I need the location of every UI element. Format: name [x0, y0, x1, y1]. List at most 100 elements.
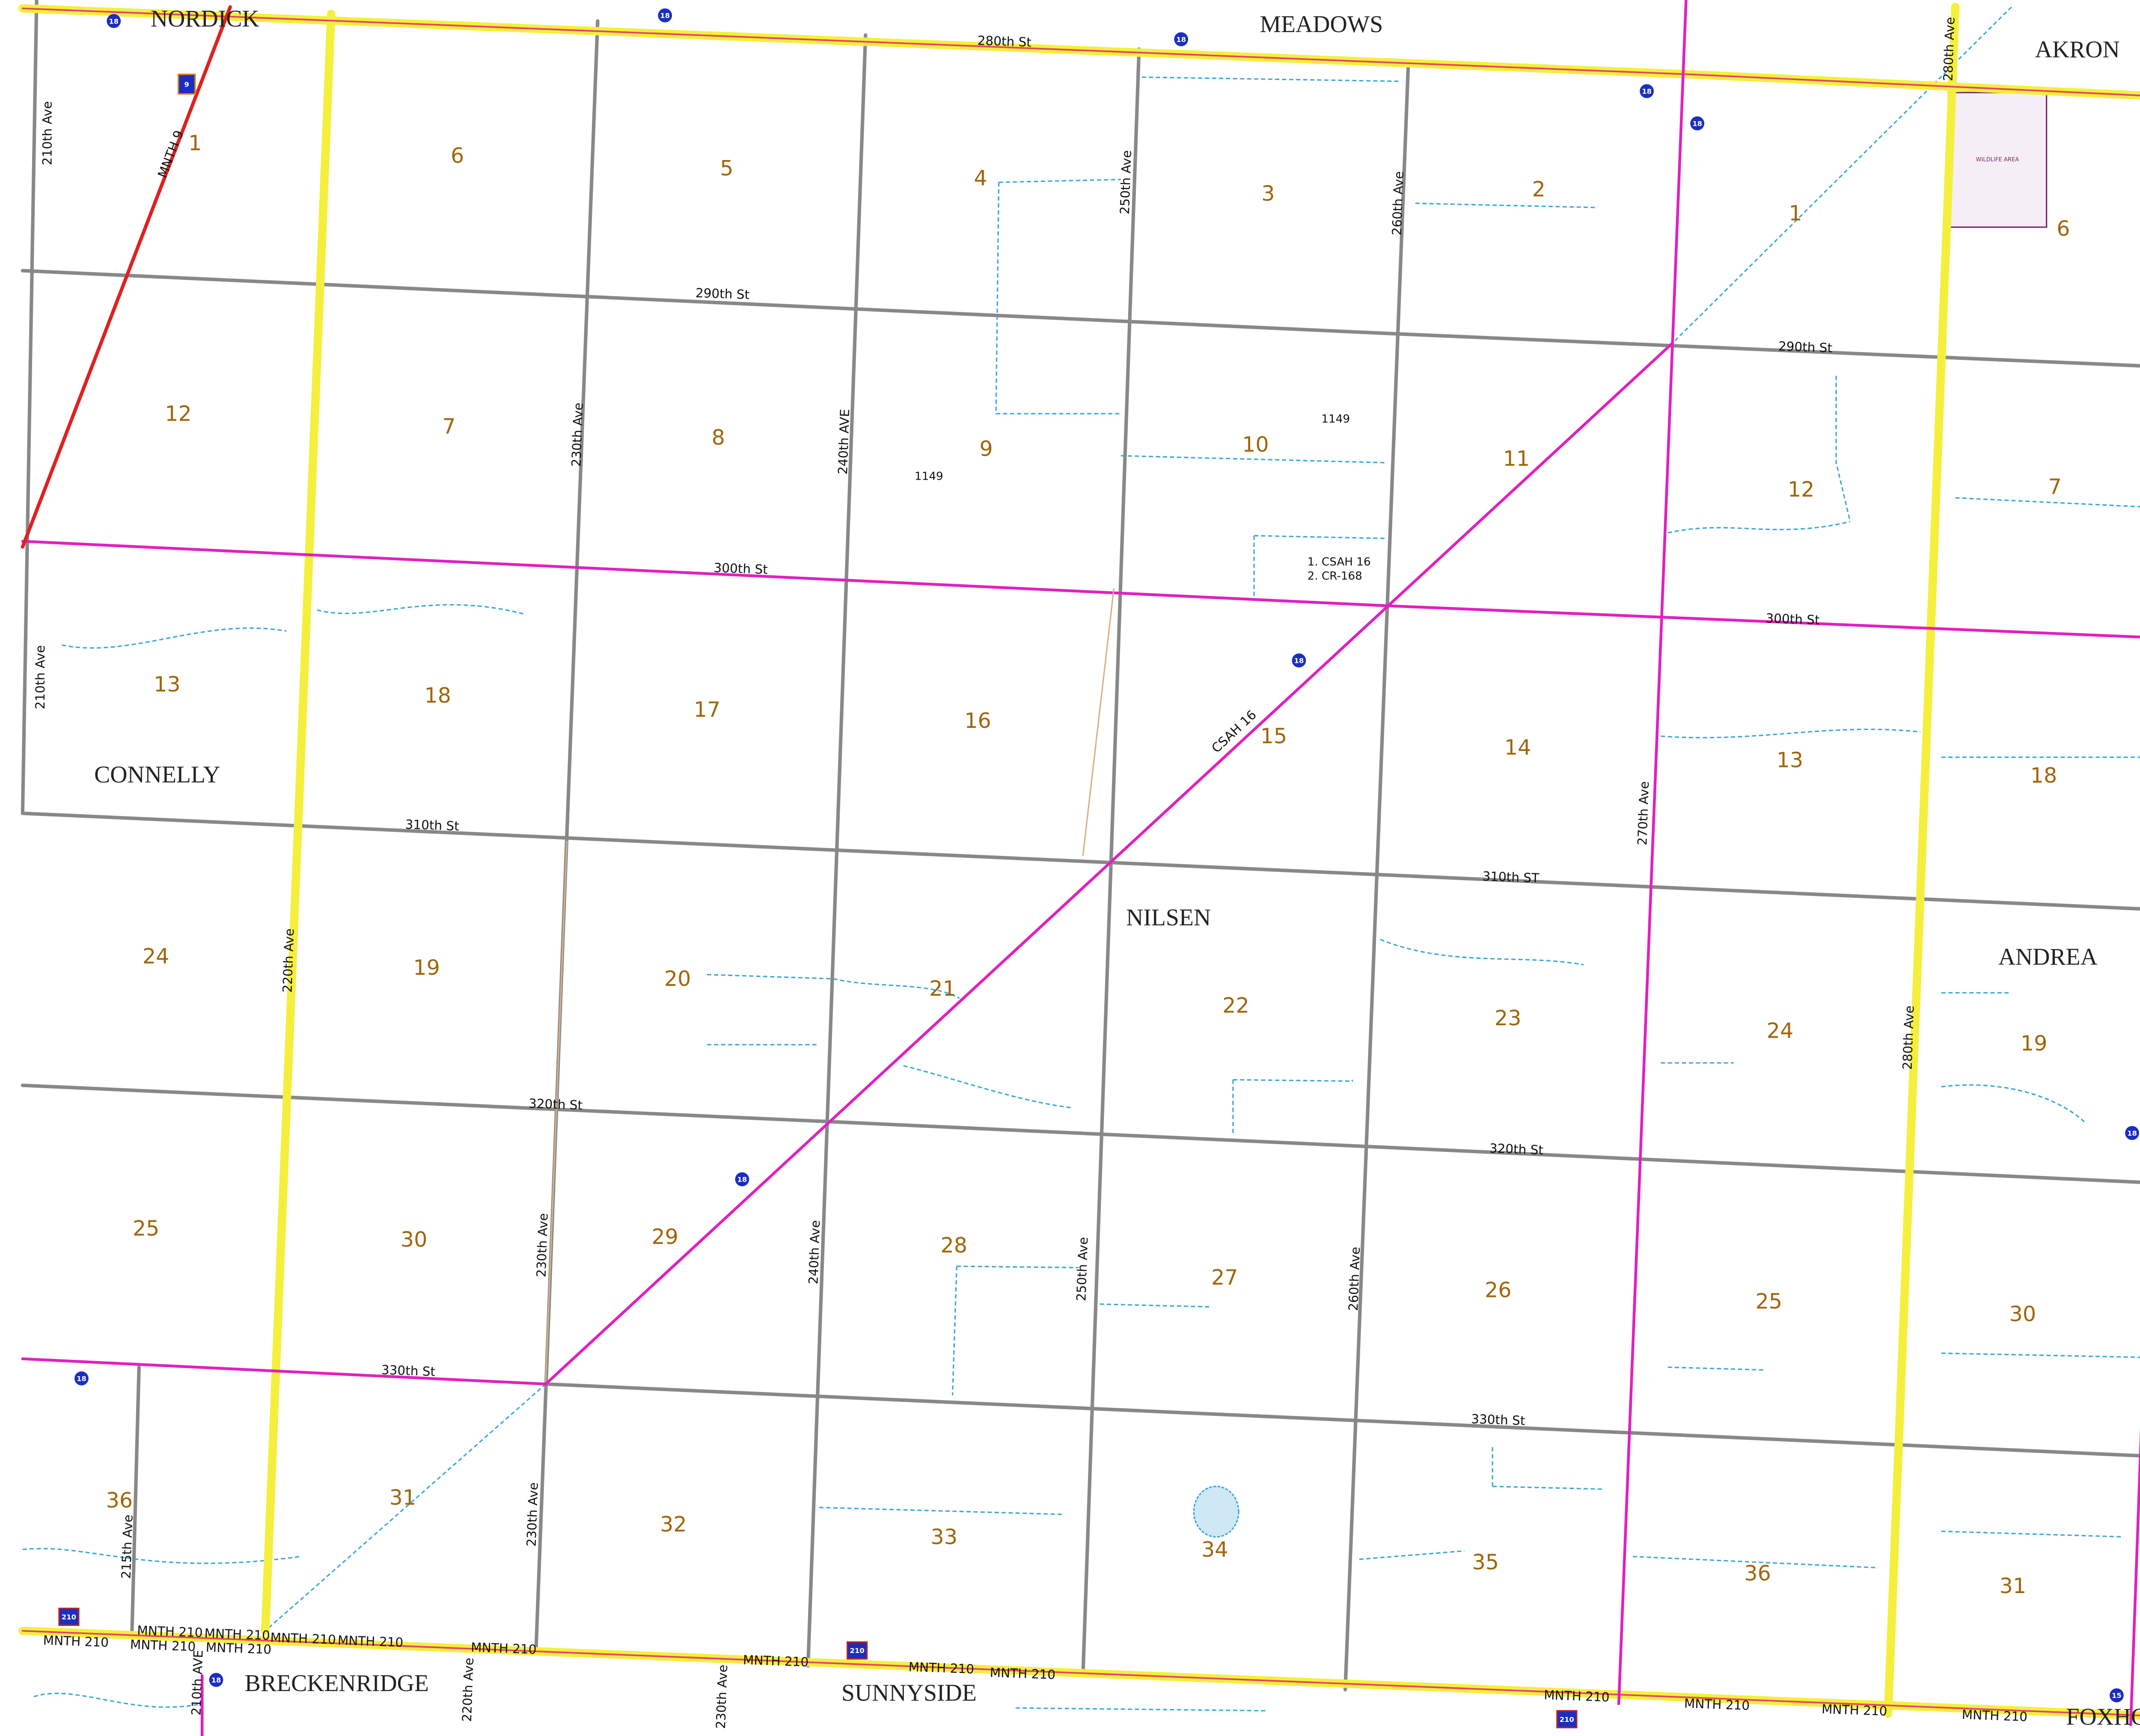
road-label: 250th Ave	[1074, 1237, 1091, 1301]
road-label: 330th St	[1471, 1412, 1525, 1428]
road-label: MNTH 210	[43, 1633, 109, 1650]
section-number: 30	[2009, 1301, 2036, 1326]
road-label: 230th Ave	[569, 402, 586, 467]
section-number: 5	[720, 156, 733, 181]
background	[6, 0, 2140, 1736]
road-label: 280th Ave	[1941, 17, 1957, 81]
wildlife-area-label: WILDLIFE AREA	[1976, 157, 2019, 163]
road-label: 215th Ave	[119, 1514, 135, 1579]
section-number: 1	[188, 131, 202, 155]
route-shield: 18	[209, 1673, 223, 1687]
section-number: 15	[1260, 724, 1287, 748]
place-name: MEADOWS	[1260, 11, 1383, 38]
lake	[1194, 1487, 1239, 1537]
road-label: MNTH 210	[1544, 1688, 1610, 1704]
route-shield: 18	[735, 1172, 749, 1187]
road-label: 220th Ave	[280, 928, 297, 993]
section-number: 25	[1755, 1289, 1782, 1314]
section-number: 32	[660, 1512, 687, 1537]
section-number: 18	[425, 683, 452, 708]
shield-number: 18	[737, 1175, 747, 1184]
road-label: MNTH 210	[137, 1623, 203, 1640]
route-shield: 15	[2110, 1689, 2124, 1703]
place-name: CONNELLY	[94, 761, 220, 788]
section-number: 25	[133, 1216, 160, 1240]
place-name: FOXHOME	[2066, 1703, 2140, 1730]
section-number: 28	[941, 1233, 968, 1258]
road-label: 320th St	[528, 1096, 583, 1113]
road-label: 230th Ave	[534, 1213, 550, 1277]
road-label: 290th St	[1778, 339, 1832, 355]
section-number: 30	[401, 1227, 428, 1252]
road-label: 330th St	[381, 1362, 435, 1379]
route-shield: 18	[1174, 32, 1188, 46]
shield-number: 18	[1176, 36, 1186, 44]
shield-number: 18	[2127, 1129, 2137, 1137]
shield-number: 18	[109, 17, 119, 25]
section-number: 2	[1532, 177, 1546, 202]
section-number: 22	[1222, 993, 1249, 1018]
road-label: MNTH 210	[205, 1640, 271, 1657]
map-note: 1149	[1321, 412, 1350, 425]
road-label: 280th Ave	[1900, 1005, 1917, 1070]
place-name: ANDREA	[1998, 944, 2098, 970]
section-number: 8	[712, 425, 725, 450]
route-shield: 18	[1292, 653, 1306, 668]
route-shield: 18	[107, 14, 121, 28]
section-number: 14	[1504, 735, 1531, 760]
section-number: 26	[1485, 1278, 1512, 1303]
section-number: 20	[664, 966, 691, 991]
section-number: 6	[2057, 216, 2070, 241]
shield-number: 210	[1560, 1715, 1574, 1724]
road-label: 230th Ave	[524, 1482, 541, 1547]
section-number: 13	[154, 672, 181, 697]
section-number: 7	[2048, 474, 2062, 499]
map: NORDICKMEADOWSAKRONCONNELLYNILSENANDREAB…	[0, 0, 2140, 1736]
section-number: 18	[2030, 763, 2057, 788]
section-number: 3	[1261, 181, 1275, 206]
place-name: BRECKENRIDGE	[245, 1670, 429, 1697]
section-number: 6	[451, 143, 464, 168]
road-label: 290th St	[695, 285, 749, 302]
section-number: 27	[1211, 1265, 1238, 1290]
road-label: 220th Ave	[460, 1657, 476, 1722]
road-label: 260th Ave	[1389, 171, 1406, 236]
road-label: 240th AVE	[835, 409, 852, 475]
route-shield: 18	[2125, 1126, 2139, 1140]
road-label: MNTH 210	[743, 1653, 808, 1669]
shield-number: 18	[1642, 87, 1652, 95]
road-label: 210th AVE	[189, 1650, 205, 1715]
road-label: 310th ST	[1482, 869, 1540, 886]
section-number: 31	[389, 1485, 416, 1510]
section-number: 33	[931, 1524, 958, 1549]
section-number: 19	[2021, 1031, 2048, 1056]
route-shield: 18	[1690, 116, 1704, 131]
road-label: MNTH 210	[908, 1660, 974, 1677]
route-shield: 18	[1640, 84, 1654, 98]
shield-number: 9	[184, 80, 189, 89]
road-label: MNTH 210	[990, 1665, 1055, 1682]
section-number: 10	[1242, 432, 1269, 457]
page: {"places":["NORDICK","MEADOWS","AKRON","…	[0, 0, 2140, 1736]
road-label: 250th Ave	[1118, 150, 1134, 214]
road-label: MNTH 210	[337, 1633, 403, 1650]
route-shield: 18	[658, 9, 672, 23]
shield-number: 18	[211, 1676, 221, 1684]
route-shield: 210	[1557, 1711, 1577, 1727]
place-name: NORDICK	[151, 6, 259, 32]
road-label: MNTH 210	[1962, 1707, 2027, 1724]
road-label: 320th St	[1489, 1141, 1543, 1157]
road-label: MNTH 210	[1821, 1702, 1887, 1718]
road-label: MNTH 210	[270, 1630, 336, 1647]
shield-number: 18	[660, 12, 670, 20]
section-number: 24	[1767, 1018, 1794, 1043]
section-number: 9	[980, 436, 993, 461]
shield-number: 18	[77, 1374, 86, 1383]
map-note: 1149	[915, 470, 943, 483]
road-label: 210th Ave	[33, 645, 48, 709]
road-label: 240th Ave	[806, 1220, 823, 1285]
shield-number: 18	[1294, 657, 1304, 665]
section-number: 17	[694, 697, 721, 722]
section-number: 36	[106, 1488, 133, 1513]
road-label: 270th Ave	[1635, 781, 1652, 846]
